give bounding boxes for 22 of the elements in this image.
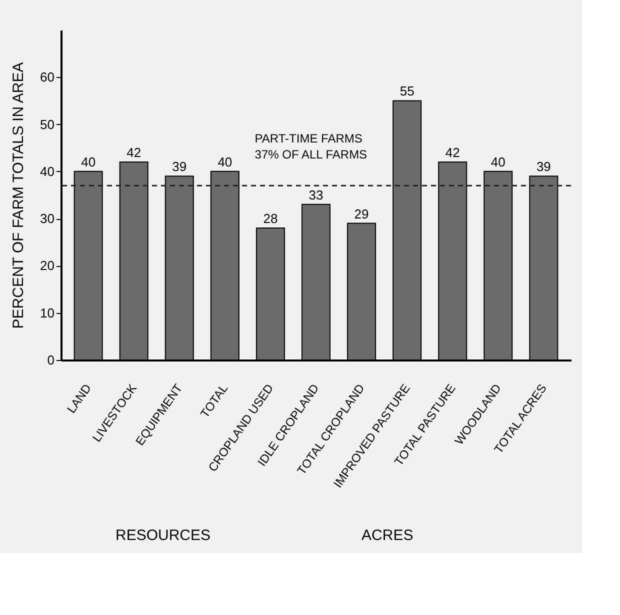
text: ACRES [362,527,414,544]
y-tick-label: 40 [40,164,54,179]
y-tick-label: 10 [40,305,54,320]
data-label: 42 [126,145,142,160]
text: RESOURCES [115,527,211,544]
ref-line-label: PART-TIME FARMS 37% OF ALL FARMS [254,132,368,162]
y-tick-label: 30 [40,211,54,226]
data-label: 55 [400,84,414,99]
data-label: 40 [490,154,506,170]
y-tick-label: 60 [40,70,54,85]
data-label: 33 [308,187,324,202]
data-label: 39 [172,159,187,174]
data-label: 39 [536,159,551,174]
data-label: 40 [218,154,232,170]
data-label: 29 [354,206,369,222]
data-label: 42 [445,145,460,160]
data-label: 40 [81,154,96,170]
y-axis-title: PERCENT OF FARM TOTALS IN AREA [10,62,28,329]
y-tick-label: 20 [40,258,54,274]
data-label: 28 [263,211,278,226]
y-tick-label: 50 [40,116,54,132]
y-tick-label: 0 [47,352,54,368]
